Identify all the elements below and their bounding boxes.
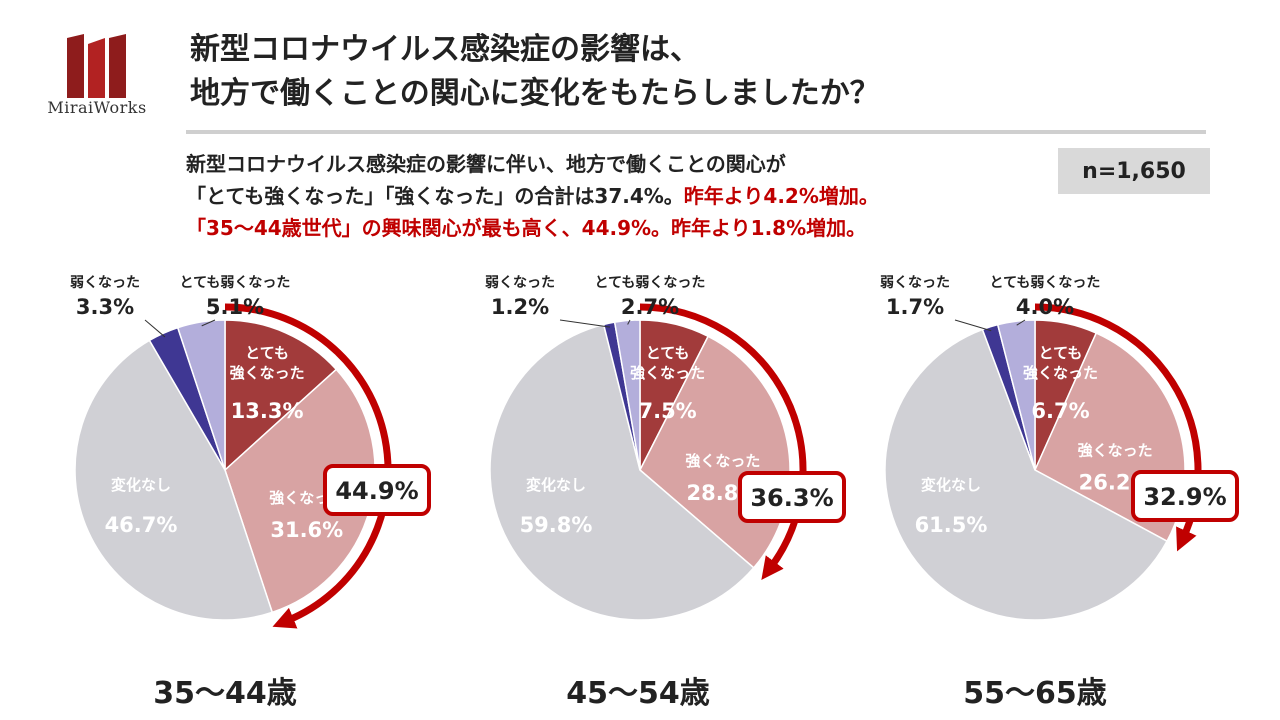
pie-slice-very-weak [996,319,1036,471]
slice-value-very-strong: 6.7% [1031,399,1089,423]
slice-label-very-strong: とても強くなった [630,344,705,382]
total-box [738,471,846,523]
pie-slice-no-change [884,328,1169,621]
sample-size-badge: n=1,650 [1058,148,1210,194]
slice-value-very-strong: 7.5% [638,399,696,423]
slice-value-no-change: 61.5% [915,513,988,537]
slice-value-very-strong: 13.3% [231,399,304,423]
total-value: 44.9% [335,477,418,505]
pie-slice-very-weak [176,319,226,471]
slice-label-strong: 強くなった [1078,441,1153,459]
chart-title: 35～44歳 [153,676,297,711]
slice-value-no-change: 59.8% [520,513,593,537]
leader-line-very-weak [201,319,216,327]
slice-value-very-weak: 2.7% [621,295,679,319]
slice-value-very-weak: 4.0% [1016,295,1074,319]
slice-label-very-weak: とても弱くなった [180,275,291,291]
total-arrow [224,303,392,629]
slice-label-weak: 弱くなった [880,275,950,291]
page-title: 新型コロナウイルス感染症の影響は、 地方で働くことの関心に変化をもたらしましたか… [190,28,880,116]
summary-text: 新型コロナウイルス感染症の影響に伴い、地方で働くことの関心が 「とても強くなった… [186,148,879,244]
pie-slice-no-change [489,323,755,621]
brand-name: MiraiWorks [47,98,147,117]
slice-label-very-strong: とても強くなった [1023,344,1098,382]
page-title-line-2: 地方で働くことの関心に変化をもたらしましたか？ [190,76,880,111]
summary-line-1: 新型コロナウイルス感染症の影響に伴い、地方で働くことの関心が [186,152,786,176]
slice-label-very-strong: とても強くなった [230,344,305,382]
leader-line-weak [954,319,992,332]
pie-slice-very-strong [224,319,338,472]
slice-label-weak: 弱くなった [485,275,555,291]
chart-title: 55～65歳 [963,676,1107,711]
total-box [323,464,431,516]
slice-label-weak: 弱くなった [70,275,140,291]
pie-slice-very-weak [613,319,641,471]
brand-logo-icon [67,34,126,98]
slice-value-weak: 3.3% [76,295,134,319]
leader-line-weak [144,319,166,338]
slice-value-no-change: 46.7% [105,513,178,537]
slice-value-weak: 1.7% [886,295,944,319]
total-value: 32.9% [1143,483,1226,511]
total-box [1131,470,1239,522]
summary-line-2-highlight: 昨年より4.2%増加。 [683,184,879,208]
summary-line-3: 「35～44歳世代」の興味関心が最も高く、44.9%。昨年より1.8%増加。 [186,216,867,240]
slice-label-no-change: 変化なし [111,476,171,494]
summary-line-2: 「とても強くなった」「強くなった」の合計は37.4%。昨年より4.2%増加。 [186,180,879,212]
title-divider [186,130,1206,134]
summary-line-2-prefix: 「とても強くなった」「強くなった」の合計は37.4%。 [186,184,684,208]
slice-value-strong: 31.6% [270,518,343,542]
slice-label-no-change: 変化なし [921,476,981,494]
leader-line-weak [559,319,611,328]
slice-label-very-weak: とても弱くなった [595,275,706,291]
slice-value-weak: 1.2% [491,295,549,319]
leader-line-very-weak [1016,319,1026,326]
total-value: 36.3% [750,484,833,512]
pie-slice-no-change [74,339,274,621]
chart-title: 45～54歳 [566,676,710,711]
slice-label-no-change: 変化なし [526,476,586,494]
leader-line-very-weak [627,319,631,325]
slice-value-very-weak: 5.1% [206,295,264,319]
slice-label-strong: 強くなった [685,452,760,470]
slice-label-very-weak: とても弱くなった [990,275,1101,291]
page-title-line-1: 新型コロナウイルス感染症の影響は、 [190,32,700,67]
